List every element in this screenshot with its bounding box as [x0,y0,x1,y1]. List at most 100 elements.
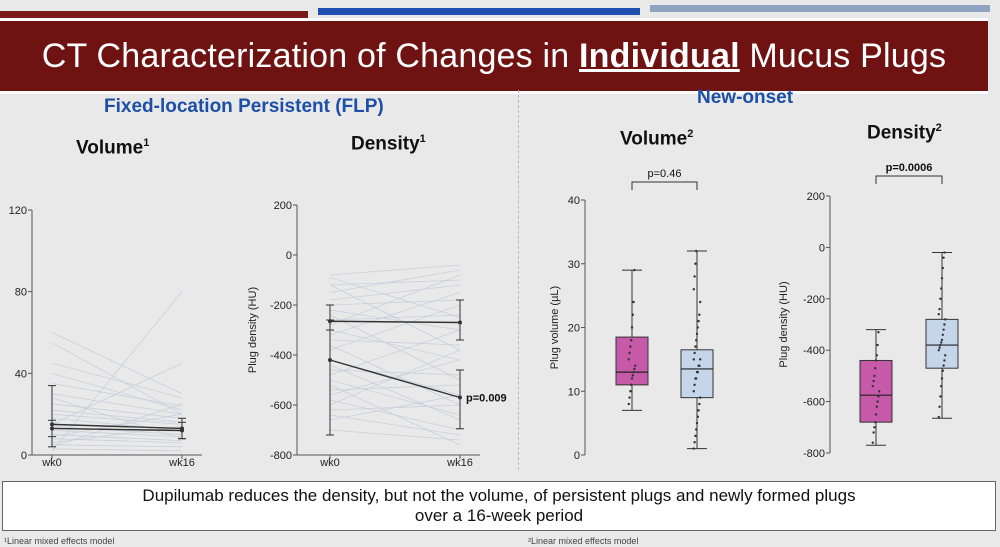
data-point [634,364,637,367]
data-point [941,369,944,372]
data-point [633,367,636,371]
data-point [940,277,944,280]
data-point [696,415,699,418]
mean-point [50,426,54,431]
data-point [944,318,947,321]
data-point [694,262,697,265]
data-point [693,351,696,355]
data-point [693,383,696,387]
data-point [630,377,634,380]
box-rect [680,349,714,399]
data-point [627,358,630,361]
y-tick-label: 40 [15,368,27,380]
conclusion-line-1: Dupilumab reduces the density, but not t… [142,486,856,505]
data-point [942,328,945,331]
data-point [629,390,632,393]
y-tick-label: 10 [568,386,580,398]
data-point [875,354,878,357]
individual-plug-line [329,269,461,293]
title-banner: CT Characterization of Changes in Indivi… [0,18,988,94]
p-value-label: p=0.46 [648,168,682,180]
panel-title-new-density: Density2 [867,122,942,144]
data-point [693,275,696,278]
data-point [939,395,942,398]
data-point [695,249,698,253]
data-point [692,288,695,291]
mean-point [458,320,462,325]
y-tick-label: -200 [270,300,292,312]
panel-title-flp-volume: Volume1 [76,137,149,159]
data-point [877,395,880,398]
y-tick-label: 40 [568,195,580,207]
data-point [941,266,944,270]
y-axis-label: Plug volume (µL) [549,286,561,369]
x-tick-label: wk0 [41,457,62,469]
individual-plug-line [329,339,461,346]
data-point [874,413,878,416]
data-point [699,300,702,304]
panel-title-text: Volume [620,128,688,150]
data-point [941,333,944,336]
individual-plug-line [329,277,461,318]
data-point [693,441,696,444]
panel-title-sup: 1 [143,137,150,149]
accent-bar-blue [318,8,640,15]
individual-plug-line [329,429,461,441]
y-tick-label: -800 [803,448,825,460]
individual-plug-line [51,342,183,415]
individual-plug-line [329,299,461,306]
data-point [632,370,635,374]
data-point [875,405,878,408]
y-tick-label: -200 [803,294,825,306]
data-point [940,341,943,344]
data-point [942,364,945,367]
mean-line [329,320,461,324]
individual-plug-line [51,362,183,399]
conclusion-box: Dupilumab reduces the density, but not t… [2,481,996,531]
data-point [942,256,945,259]
section-title-flp: Fixed-location Persistent (FLP) [104,96,384,117]
data-point [872,379,875,383]
y-tick-label: 200 [274,200,292,212]
data-point [630,339,633,342]
data-point [939,297,942,300]
individual-plug-line [329,369,461,376]
data-point [943,323,946,326]
data-point [876,400,879,403]
data-point [943,251,946,254]
top-accent-bars [0,5,1000,18]
data-point [940,338,944,342]
data-point [940,384,943,388]
data-point [692,390,695,393]
accent-bar-gray [650,5,990,12]
x-tick-label: wk16 [446,457,473,469]
data-point [627,402,630,406]
title-suffix: Mucus Plugs [739,37,947,75]
data-point [698,364,701,367]
data-point [873,374,876,378]
individual-plug-line [329,304,461,351]
individual-plug-line [329,384,461,391]
individual-plug-line [329,309,461,331]
individual-plug-line [329,349,461,406]
individual-plug-line [329,284,461,351]
data-point [940,377,944,380]
y-tick-label: 20 [568,323,580,335]
panel-title-sup: 2 [935,122,942,134]
data-point [633,268,636,272]
y-axis-label: Plug density (HU) [247,287,259,373]
data-point [874,420,877,424]
mean-line [51,427,183,432]
data-point [938,405,941,408]
data-point [631,313,634,316]
individual-plug-line [51,413,183,425]
y-tick-label: -600 [803,397,825,409]
accent-bar-red [0,11,308,18]
data-point [629,345,632,348]
individual-plug-line [51,332,183,395]
data-point [877,331,880,334]
data-point [630,383,633,387]
data-point [940,287,943,290]
p-value-label: p=0.0006 [886,162,933,174]
